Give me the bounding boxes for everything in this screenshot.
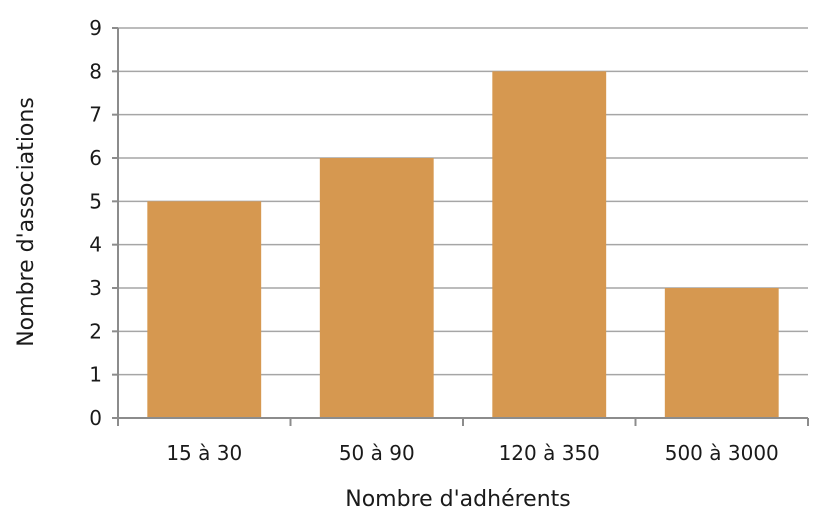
bar-1 — [147, 201, 262, 418]
y-tick-label-7: 7 — [89, 103, 102, 127]
y-tick-label-2: 2 — [89, 319, 102, 343]
x-tick-label-3: 120 à 350 — [499, 441, 600, 465]
bar-2 — [319, 158, 434, 418]
x-tick-label-4: 500 à 3000 — [665, 441, 779, 465]
y-tick-label-6: 6 — [89, 146, 102, 170]
y-tick-label-9: 9 — [89, 16, 102, 40]
x-tick-label-1: 15 à 30 — [166, 441, 242, 465]
y-tick-label-1: 1 — [89, 363, 102, 387]
x-tick-labels: 15 à 30 50 à 90 120 à 350 500 à 3000 — [166, 441, 778, 465]
y-tick-label-4: 4 — [89, 233, 102, 257]
y-tick-labels: 0 1 2 3 4 5 6 7 8 9 — [89, 16, 102, 430]
x-axis-title: Nombre d'adhérents — [345, 487, 570, 512]
y-tick-label-0: 0 — [89, 406, 102, 430]
y-tick-label-3: 3 — [89, 276, 102, 300]
y-tick-label-8: 8 — [89, 59, 102, 83]
x-tick-label-2: 50 à 90 — [339, 441, 415, 465]
bar-3 — [492, 71, 607, 418]
axes — [112, 27, 809, 426]
bar-4 — [664, 288, 779, 418]
y-tick-label-5: 5 — [89, 189, 102, 213]
y-axis-title: Nombre d'associations — [14, 97, 39, 347]
bars — [147, 71, 779, 418]
